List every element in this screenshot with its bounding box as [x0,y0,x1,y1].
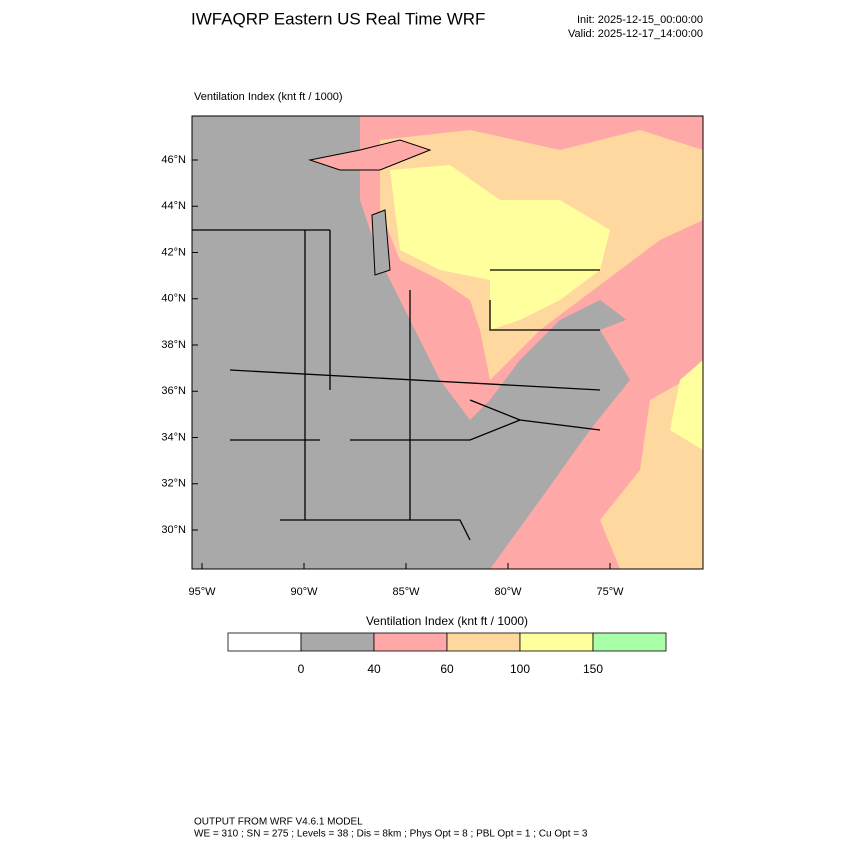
map-axes: 46°N 44°N 42°N 40°N 38°N 36°N 34°N 32°N 30°N 95°W… [161,154,624,598]
colorbar-label: 0 [298,662,305,676]
colorbar-box [227,632,302,652]
map [192,116,703,569]
colorbar-box [446,632,521,652]
lon-label: 75°W [596,586,624,598]
lat-label: 42°N [161,246,186,258]
lon-label: 85°W [392,586,420,598]
colorbar-title: Ventilation Index (knt ft / 1000) [366,614,528,628]
footer-line: OUTPUT FROM WRF V4.6.1 MODEL [194,817,363,828]
lat-label: 30°N [161,524,186,536]
lat-label: 32°N [161,478,186,490]
title: IWFAQRP Eastern US Real Time WRF [191,9,485,28]
footer-line: WE = 310 ; SN = 275 ; Levels = 38 ; Dis … [194,829,588,840]
colorbar-box [519,632,594,652]
colorbar-label: 60 [440,662,454,676]
lat-label: 46°N [161,154,186,166]
map-label: Ventilation Index (knt ft / 1000) [194,91,343,103]
colorbar-label: 100 [510,662,530,676]
lat-label: 40°N [161,293,186,305]
state-lines [192,229,601,541]
lat-label: 36°N [161,385,186,397]
lon-label: 95°W [188,586,216,598]
lat-label: 34°N [161,431,186,443]
lake-superior [308,139,432,171]
lat-label: 38°N [161,339,186,351]
map-frame [191,115,704,570]
colorbar-label: 150 [583,662,603,676]
init-time: Init: 2025-12-15_00:00:00 [577,14,703,26]
lon-label: 90°W [290,586,318,598]
colorbar-box [373,632,448,652]
colorbar-box [300,632,375,652]
ocean-yellow [670,360,703,450]
lon-label: 80°W [494,586,522,598]
lat-label: 44°N [161,200,186,212]
region-yellow [390,165,610,330]
colorbar-label: 40 [367,662,381,676]
colorbar-box [592,632,667,652]
lake-michigan [371,209,391,276]
valid-time: Valid: 2025-12-17_14:00:00 [568,28,703,40]
colorbar: 0 40 60 100 150 [227,632,667,676]
